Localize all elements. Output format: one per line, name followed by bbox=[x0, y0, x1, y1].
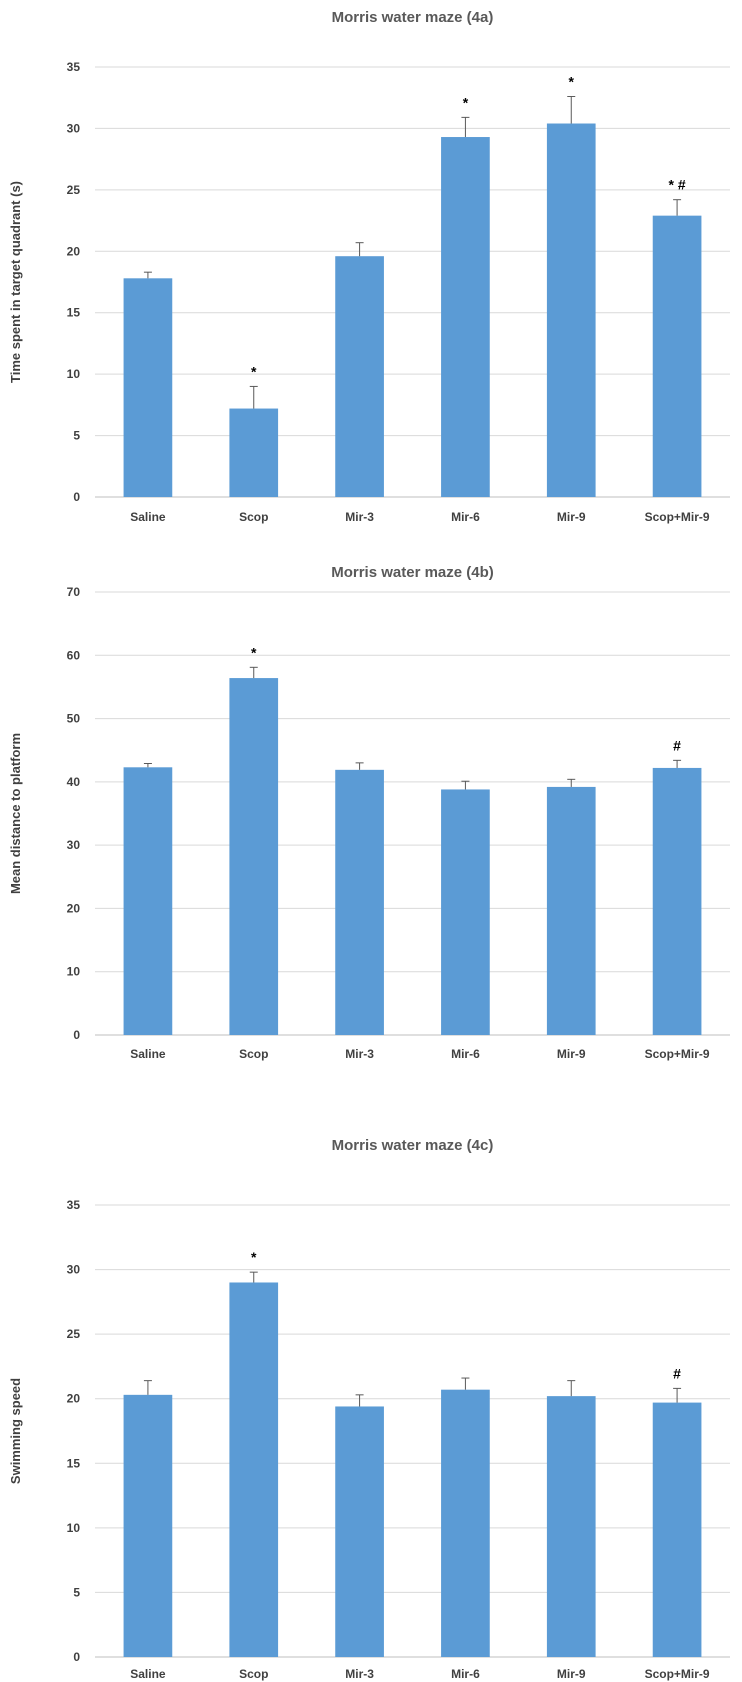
y-tick-label: 35 bbox=[67, 60, 81, 74]
y-tick-label: 10 bbox=[67, 965, 81, 979]
x-category-label: Saline bbox=[130, 510, 166, 524]
chart-title: Morris water maze (4a) bbox=[332, 9, 494, 26]
x-category-label: Mir-3 bbox=[345, 1047, 374, 1061]
x-category-label: Saline bbox=[130, 1047, 166, 1061]
y-tick-label: 25 bbox=[67, 183, 81, 197]
y-tick-label: 20 bbox=[67, 244, 81, 258]
y-tick-label: 10 bbox=[67, 367, 81, 381]
y-tick-label: 5 bbox=[73, 429, 80, 443]
x-category-label: Scop+Mir-9 bbox=[645, 1047, 710, 1061]
y-tick-label: 60 bbox=[67, 648, 81, 662]
x-category-label: Mir-9 bbox=[557, 1667, 586, 1681]
bar-4c-2 bbox=[335, 1406, 384, 1657]
chart-4c: Morris water maze (4c) 0 5 10 15 20 25 30 35 Swim… bbox=[8, 1137, 730, 1681]
y-tick-label: 50 bbox=[67, 712, 81, 726]
y-tick-label: 0 bbox=[73, 490, 80, 504]
bar-4b-4 bbox=[546, 786, 596, 1035]
x-category-label: Mir-3 bbox=[345, 1667, 374, 1681]
chart-4b-panel: Morris water maze (4b) 0 10 20 30 40 50 60 70 Mea… bbox=[0, 555, 742, 1110]
x-category-label: Scop bbox=[239, 510, 268, 524]
x-category-label: Saline bbox=[130, 1667, 166, 1681]
y-tick-label: 10 bbox=[67, 1521, 81, 1535]
x-category-label: Mir-6 bbox=[451, 510, 480, 524]
x-category-label: Scop+Mir-9 bbox=[645, 510, 710, 524]
significance-marker: * bbox=[251, 1249, 257, 1265]
bar-4b-5 bbox=[652, 767, 702, 1035]
bar-4b-2 bbox=[335, 769, 384, 1035]
chart-4a: Morris water maze (4a) 0 5 10 15 20 25 30 35 Time… bbox=[8, 9, 730, 524]
bar-4a-0 bbox=[123, 278, 173, 497]
significance-marker: * bbox=[251, 644, 257, 660]
x-category-label: Mir-9 bbox=[557, 510, 586, 524]
y-tick-label: 5 bbox=[73, 1585, 80, 1599]
bar-4c-3 bbox=[441, 1389, 490, 1657]
chart-title: Morris water maze (4c) bbox=[332, 1137, 494, 1154]
bar-4a-4 bbox=[546, 123, 596, 497]
x-category-label: Mir-9 bbox=[557, 1047, 586, 1061]
y-tick-label: 30 bbox=[67, 121, 81, 135]
chart-4c-panel: Morris water maze (4c) 0 5 10 15 20 25 30 35 Swim… bbox=[0, 1125, 742, 1682]
y-tick-label: 70 bbox=[67, 585, 81, 599]
bar-4c-1 bbox=[229, 1282, 279, 1657]
y-axis-title: Swimming speed bbox=[8, 1378, 23, 1484]
y-tick-label: 30 bbox=[67, 1263, 81, 1277]
significance-marker: * bbox=[251, 363, 257, 379]
y-tick-label: 25 bbox=[67, 1327, 81, 1341]
y-tick-label: 40 bbox=[67, 775, 81, 789]
significance-marker: # bbox=[673, 1365, 681, 1381]
bar-4b-0 bbox=[123, 767, 173, 1035]
y-axis-title: Time spent in target quadrant (s) bbox=[8, 181, 23, 383]
bar-4a-1 bbox=[229, 408, 279, 497]
bar-4a-5 bbox=[652, 215, 702, 497]
chart-title: Morris water maze (4b) bbox=[331, 564, 494, 581]
x-category-label: Scop bbox=[239, 1047, 268, 1061]
bar-4c-0 bbox=[123, 1394, 173, 1657]
chart-4b: Morris water maze (4b) 0 10 20 30 40 50 60 70 Mea… bbox=[8, 564, 730, 1061]
y-tick-label: 15 bbox=[67, 306, 81, 320]
bar-4b-3 bbox=[441, 789, 490, 1035]
x-category-label: Scop bbox=[239, 1667, 268, 1681]
y-axis-title: Mean distance to platform bbox=[8, 733, 23, 894]
bar-4a-2 bbox=[335, 256, 384, 497]
chart-4a-panel: Morris water maze (4a) 0 5 10 15 20 25 30 35 Time… bbox=[0, 0, 742, 545]
y-tick-label: 0 bbox=[73, 1650, 80, 1664]
y-tick-label: 20 bbox=[67, 1392, 81, 1406]
x-category-label: Mir-6 bbox=[451, 1667, 480, 1681]
y-tick-label: 20 bbox=[67, 901, 81, 915]
y-tick-label: 30 bbox=[67, 838, 81, 852]
significance-marker: * bbox=[463, 94, 469, 110]
x-category-label: Mir-6 bbox=[451, 1047, 480, 1061]
significance-marker: * # bbox=[669, 177, 686, 193]
bar-4c-4 bbox=[546, 1396, 596, 1657]
y-tick-label: 35 bbox=[67, 1198, 81, 1212]
x-category-label: Mir-3 bbox=[345, 510, 374, 524]
bar-4a-3 bbox=[441, 137, 490, 497]
bar-4b-1 bbox=[229, 678, 279, 1035]
y-tick-label: 15 bbox=[67, 1456, 81, 1470]
bar-4c-5 bbox=[652, 1402, 702, 1657]
x-category-label: Scop+Mir-9 bbox=[645, 1667, 710, 1681]
significance-marker: # bbox=[673, 737, 681, 753]
y-tick-label: 0 bbox=[73, 1028, 80, 1042]
significance-marker: * bbox=[569, 73, 575, 89]
